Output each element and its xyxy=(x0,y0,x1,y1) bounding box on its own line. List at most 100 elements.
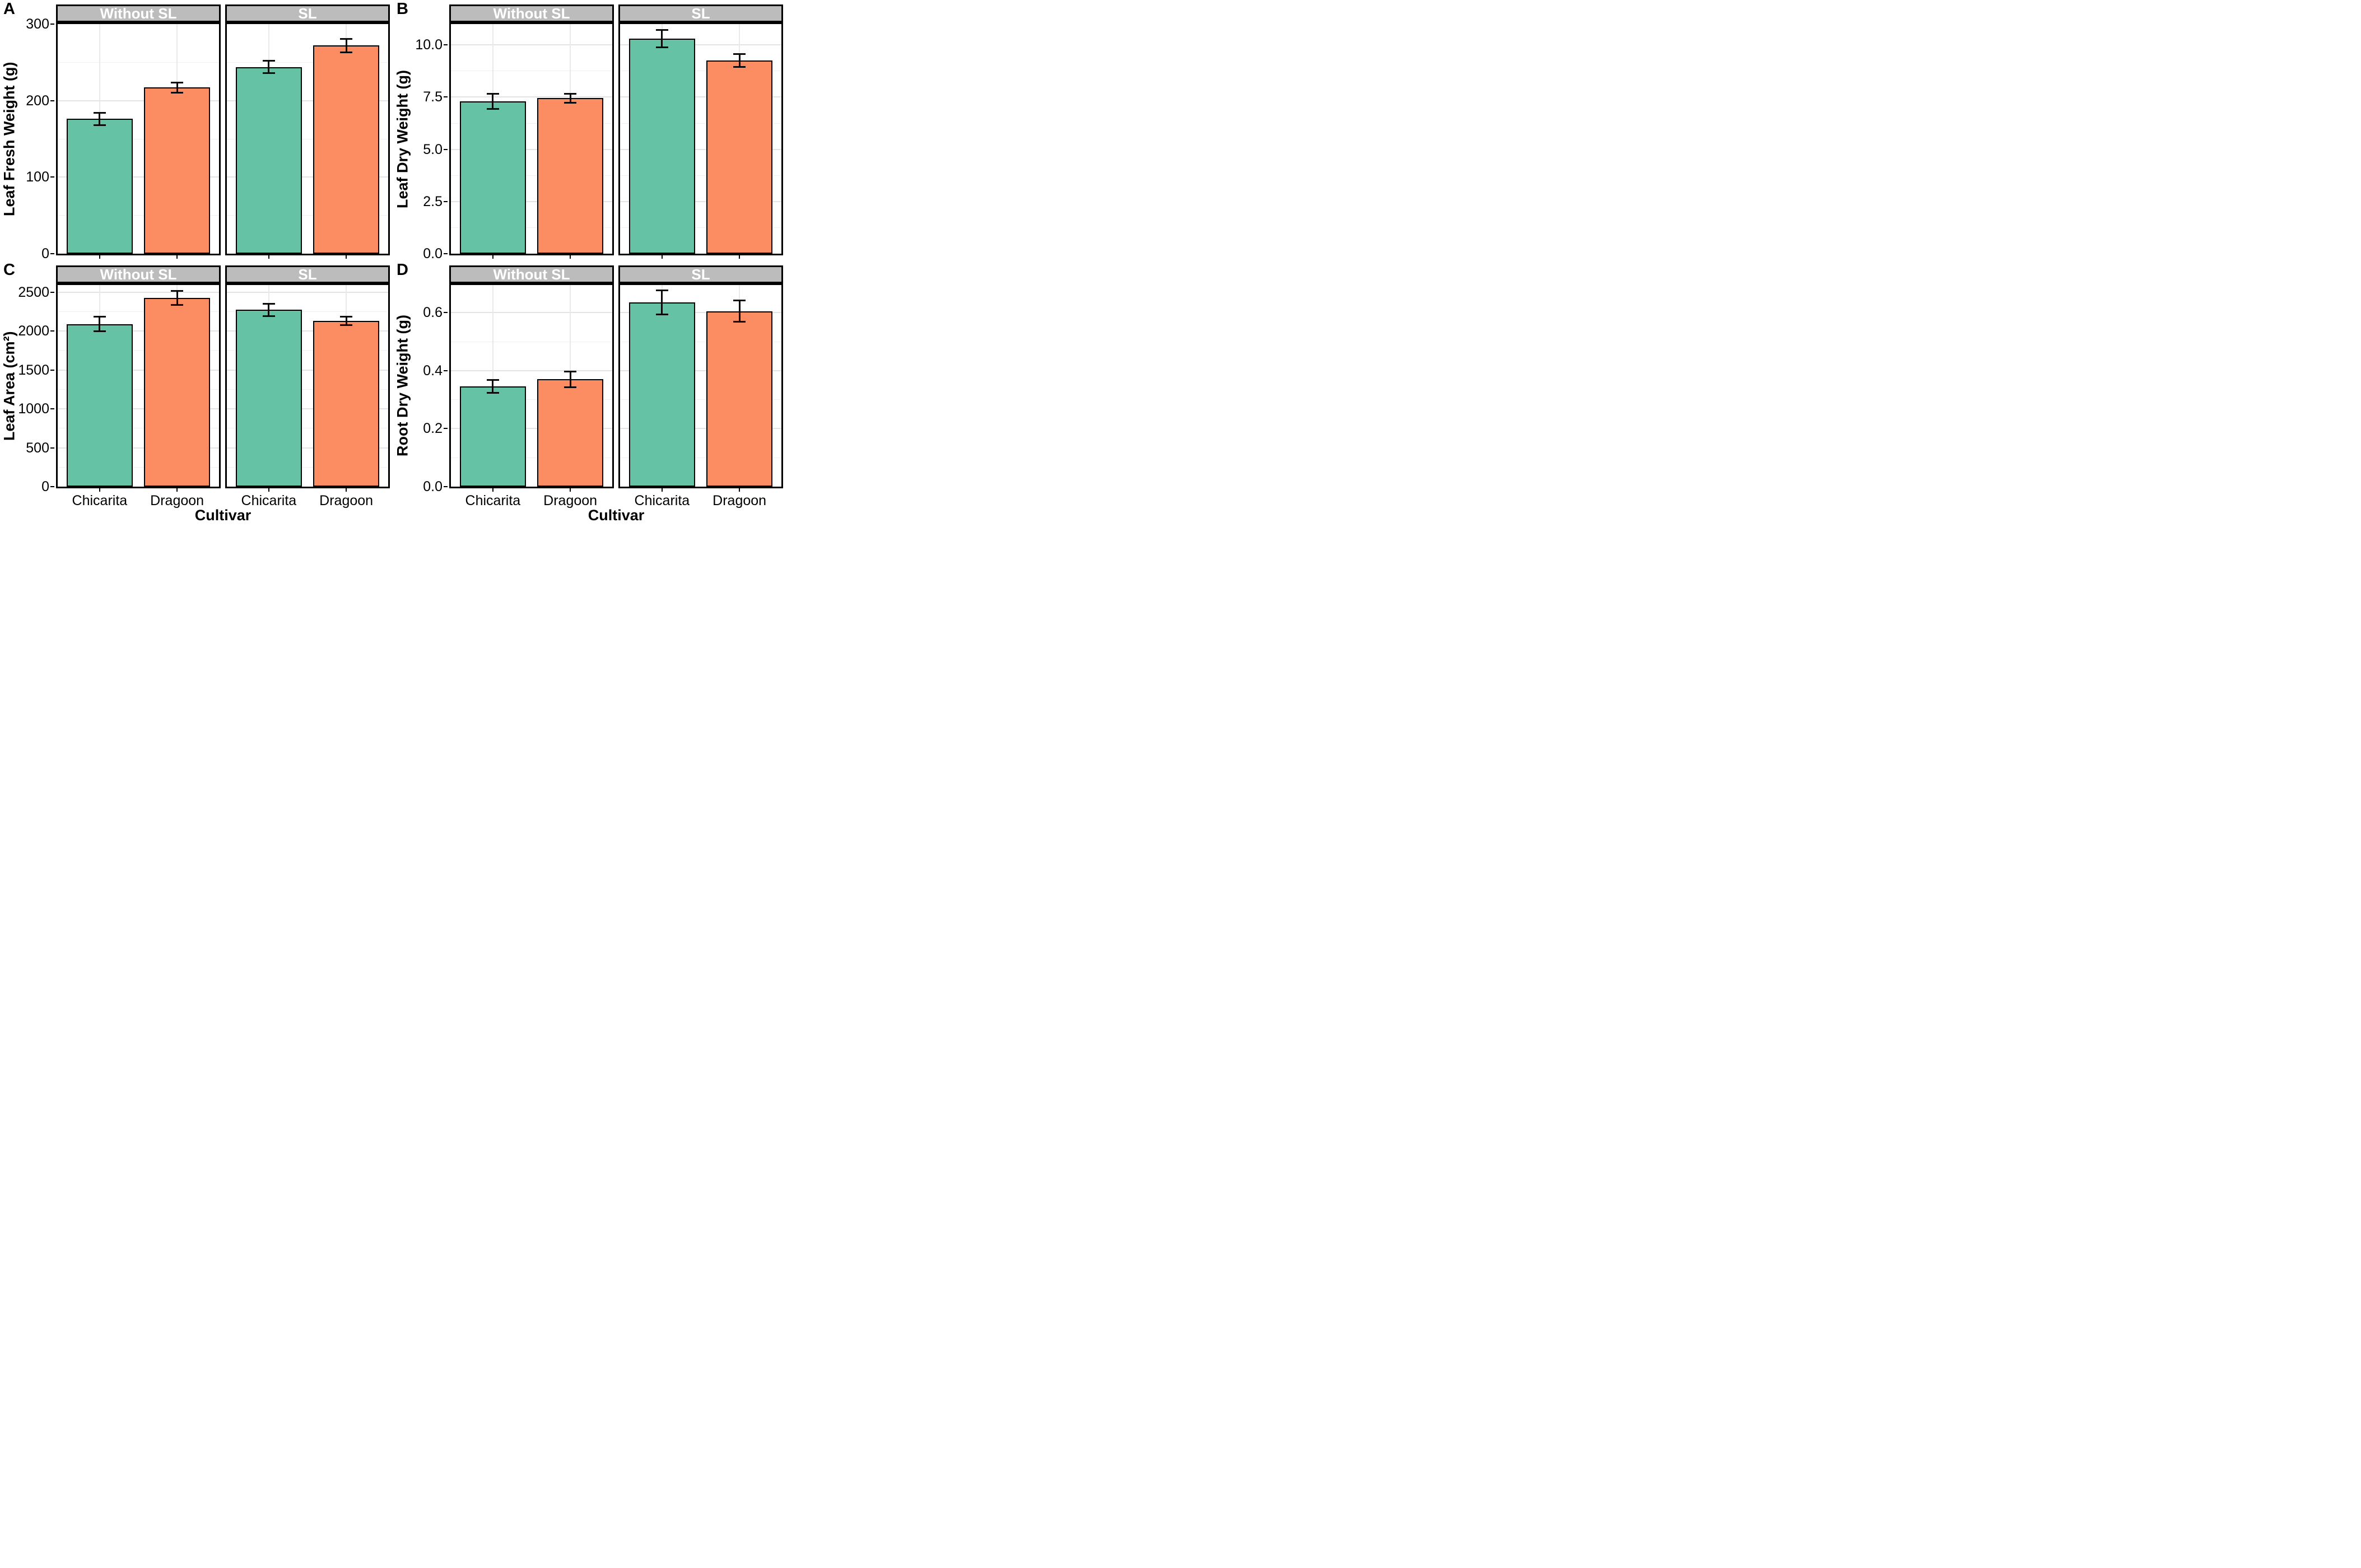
error-bar-stem xyxy=(268,302,270,317)
gridline-minor xyxy=(620,123,781,124)
gridline-major xyxy=(620,370,781,371)
y-tick-mark xyxy=(50,369,54,371)
gridline-major xyxy=(451,428,612,430)
plot-panel xyxy=(225,22,390,255)
error-bar-stem xyxy=(492,93,494,110)
y-tick-label: 0.0 xyxy=(423,479,443,494)
facet-strip: Without SL xyxy=(56,265,221,283)
gridline-major xyxy=(227,330,388,332)
error-bar-stem xyxy=(99,112,101,126)
bar-chicarita-without-sl xyxy=(66,119,133,254)
error-bar xyxy=(171,81,184,94)
error-bar-cap-top xyxy=(733,53,746,55)
facet-strip: SL xyxy=(225,4,390,22)
facet-strip: Without SL xyxy=(449,4,614,22)
y-tick-label: 0.6 xyxy=(423,305,443,321)
y-tick-label: 7.5 xyxy=(423,89,443,105)
plot-panel xyxy=(618,22,783,255)
x-tick-mark xyxy=(661,255,663,259)
y-tick-label: 500 xyxy=(26,440,49,456)
panel-letter-B: B xyxy=(397,0,408,18)
y-tick-label: 2.5 xyxy=(423,193,443,209)
y-tick-label: 100 xyxy=(26,169,49,185)
bar-dragoon-sl xyxy=(313,320,380,487)
error-bar-stem xyxy=(345,38,347,53)
y-tick-mark xyxy=(444,44,448,46)
error-bar-cap-top xyxy=(733,299,746,301)
gridline-major xyxy=(58,100,219,101)
error-bar xyxy=(171,290,184,306)
panel-letter-D: D xyxy=(397,261,408,279)
gridline-major xyxy=(451,44,612,46)
facet-strip: Without SL xyxy=(56,4,221,22)
gridline-major xyxy=(58,369,219,371)
y-tick-label: 1500 xyxy=(18,362,49,378)
error-bar-cap-top xyxy=(564,370,577,372)
gridline-major xyxy=(227,100,388,101)
y-tick-mark xyxy=(50,447,54,449)
bar-chicarita-sl xyxy=(628,302,695,487)
error-bar-stem xyxy=(738,299,741,323)
gridline-major xyxy=(451,96,612,98)
error-bar-stem xyxy=(176,81,178,94)
gridline-major xyxy=(620,428,781,430)
bar-dragoon-without-sl xyxy=(537,98,604,254)
error-bar-cap-bottom xyxy=(655,46,668,48)
x-category-label: Dragoon xyxy=(150,493,204,508)
error-bar xyxy=(340,315,353,326)
gridline-major xyxy=(451,370,612,371)
error-bar xyxy=(262,302,275,317)
error-bar-cap-top xyxy=(486,379,499,381)
y-tick-mark xyxy=(50,330,54,332)
x-category-label: Dragoon xyxy=(713,493,767,508)
error-bar-stem xyxy=(345,315,347,326)
error-bar-cap-bottom xyxy=(262,72,275,74)
error-bar-cap-top xyxy=(262,302,275,305)
error-bar xyxy=(93,315,106,333)
error-bar-cap-top xyxy=(93,112,106,114)
error-bar-cap-top xyxy=(486,93,499,95)
gridline-minor xyxy=(451,123,612,124)
x-tick-mark xyxy=(99,255,100,259)
gridline-minor xyxy=(227,466,388,468)
x-tick-mark xyxy=(176,255,178,259)
error-bar xyxy=(655,29,668,48)
error-bar-cap-top xyxy=(564,93,577,95)
error-bar-cap-top xyxy=(340,315,353,318)
x-axis-title: Cultivar xyxy=(588,507,645,522)
gridline-major xyxy=(227,369,388,371)
gridline-minor xyxy=(620,175,781,176)
error-bar-stem xyxy=(738,53,741,68)
subplot-C: C Leaf Area (cm²) 0 500 1000 1500 2000 2500 With… xyxy=(0,261,393,522)
gridline-major xyxy=(58,330,219,332)
error-bar-cap-bottom xyxy=(340,51,353,53)
gridline-minor xyxy=(227,389,388,390)
facet-strip: Without SL xyxy=(449,265,614,283)
y-tick-label: 300 xyxy=(26,16,49,32)
error-bar xyxy=(655,289,668,316)
error-bar xyxy=(93,112,106,126)
x-tick-mark xyxy=(346,488,347,492)
error-bar-cap-bottom xyxy=(171,92,184,94)
y-tick-mark xyxy=(444,148,448,150)
error-bar-cap-top xyxy=(340,38,353,40)
gridline-major xyxy=(451,148,612,150)
y-tick-mark xyxy=(444,428,448,430)
figure-cultivar-bar-charts: A Leaf Fresh Weight (g) 0 100 200 300 Without … xyxy=(0,0,787,522)
gridline-minor xyxy=(227,311,388,312)
y-tick-label: 0 xyxy=(41,479,49,494)
x-axis-title: Cultivar xyxy=(194,507,252,522)
gridline-major xyxy=(620,44,781,46)
x-category-label: Dragoon xyxy=(319,493,374,508)
gridline-major xyxy=(227,291,388,293)
x-category-label: Chicarita xyxy=(634,493,690,508)
error-bar-cap-bottom xyxy=(340,324,353,326)
y-tick-mark xyxy=(444,370,448,371)
gridline-minor xyxy=(58,62,219,63)
y-tick-mark xyxy=(444,96,448,98)
plot-panel xyxy=(56,283,221,488)
x-tick-mark xyxy=(739,255,741,259)
error-bar-cap-bottom xyxy=(733,321,746,323)
x-category-label: Chicarita xyxy=(241,493,297,508)
y-tick-label: 0.0 xyxy=(423,246,443,262)
